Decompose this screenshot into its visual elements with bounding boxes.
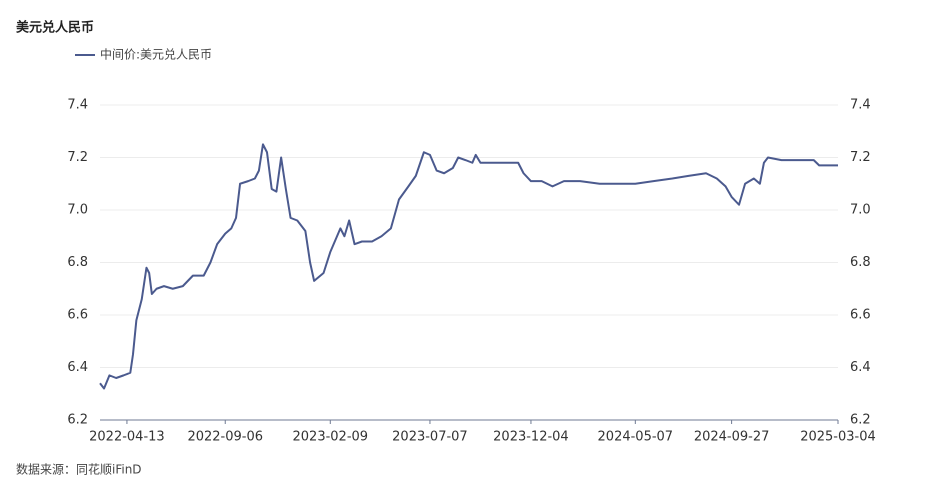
x-tick-label: 2024-09-27 [694,430,770,445]
y-tick-label: 7.0 [67,203,88,218]
x-tick-label: 2023-02-09 [293,430,369,445]
y2-tick-label: 7.0 [850,203,871,218]
x-tick-label: 2024-05-07 [598,430,674,445]
y2-tick-label: 6.8 [850,255,871,270]
y-tick-label: 6.2 [67,413,88,428]
x-tick-label: 2023-12-04 [493,430,569,445]
legend-label[interactable]: 中间价:美元兑人民币 [100,47,212,62]
y-tick-label: 7.4 [67,98,88,113]
y2-tick-label: 7.2 [850,150,871,165]
source-note: 数据来源：同花顺iFinD [16,462,142,477]
y-tick-label: 7.2 [67,150,88,165]
x-tick-label: 2023-07-07 [392,430,468,445]
y-tick-label: 6.6 [67,308,88,323]
x-tick-label: 2022-09-06 [187,430,263,445]
y2-tick-label: 6.6 [850,308,871,323]
y-tick-label: 6.4 [67,360,88,375]
chart-title: 美元兑人民币 [16,20,94,36]
data-line [99,143,838,390]
x-tick-label: 2025-03-04 [800,430,876,445]
y-tick-label: 6.8 [67,255,88,270]
y2-tick-label: 6.4 [850,360,871,375]
x-tick-label: 2022-04-13 [89,430,165,445]
y2-tick-label: 7.4 [850,98,871,113]
y2-tick-label: 6.2 [850,413,871,428]
